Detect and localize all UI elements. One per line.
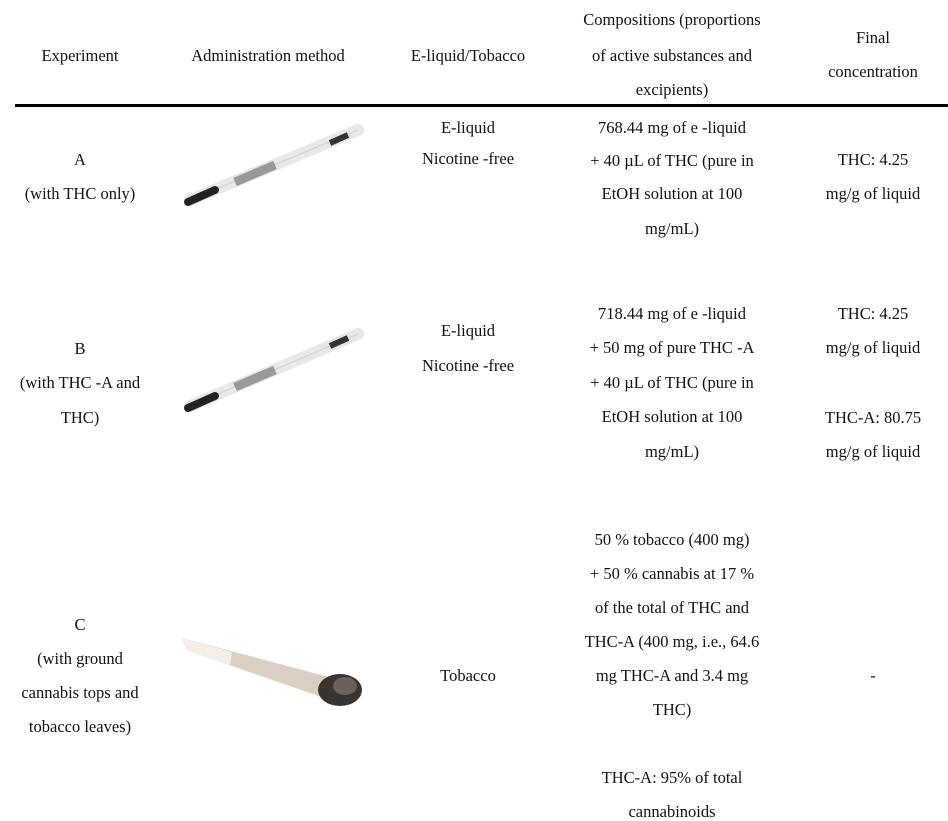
table-cell: mg/g of liquid — [825, 337, 921, 357]
e-cigarette-a — [184, 124, 364, 206]
table-cell: THC) — [652, 699, 692, 719]
table-cell: E-liquid — [440, 117, 496, 137]
table-cell: mg/g of liquid — [825, 183, 921, 203]
table-cell: E-liquid — [440, 320, 496, 340]
table-cell: THC-A (400 mg, i.e., 64.6 — [584, 631, 760, 651]
header-cell: E-liquid/Tobacco — [410, 45, 526, 65]
table-cell: THC-A: 80.75 — [824, 407, 922, 427]
table-cell: A — [74, 149, 86, 169]
table-cell: - — [870, 665, 876, 685]
header-cell: concentration — [828, 61, 918, 81]
table-cell: Tobacco — [440, 665, 496, 685]
table-cell: tobacco leaves) — [28, 716, 132, 736]
table-cell: (with ground — [37, 648, 123, 668]
header-cell: Compositions (proportions — [583, 9, 761, 29]
table-cell: 718.44 mg of e -liquid — [597, 303, 747, 323]
header-cell: Final — [856, 27, 890, 47]
table-cell: cannabis tops and — [21, 682, 139, 702]
table-cell: Nicotine -free — [421, 355, 515, 375]
table-cell: Nicotine -free — [421, 148, 515, 168]
e-cigarette-b — [184, 328, 364, 412]
table-cell: EtOH solution at 100 — [601, 183, 743, 203]
table-cell: THC: 4.25 — [837, 303, 909, 323]
table-cell: + 50 mg of pure THC -A — [589, 337, 755, 357]
table-cell: mg/mL) — [644, 218, 700, 238]
table-cell: + 40 µL of THC (pure in — [590, 372, 754, 392]
table-cell: 768.44 mg of e -liquid — [597, 117, 747, 137]
table-cell: EtOH solution at 100 — [601, 406, 743, 426]
table-cell: of the total of THC and — [594, 597, 750, 617]
table-cell: C — [74, 614, 86, 634]
header-cell: excipients) — [635, 79, 709, 99]
table-cell: mg/mL) — [644, 441, 700, 461]
table-cell: THC: 4.25 — [837, 149, 909, 169]
table-cell: + 40 µL of THC (pure in — [590, 150, 754, 170]
table-cell: + 50 % cannabis at 17 % — [589, 563, 755, 583]
table-cell: (with THC only) — [24, 183, 136, 203]
table-cell: (with THC -A and — [19, 372, 141, 392]
table-cell: THC-A: 95% of total — [601, 767, 743, 787]
table-cell: mg THC-A and 3.4 mg — [595, 665, 749, 685]
joint — [182, 638, 362, 706]
table-cell: mg/g of liquid — [825, 441, 921, 461]
table-cell: B — [74, 338, 86, 358]
table-cell: THC) — [60, 407, 100, 427]
table-cell: cannabinoids — [628, 801, 716, 821]
header-cell: of active substances and — [592, 45, 752, 65]
header-cell: Experiment — [41, 45, 119, 65]
header-rule — [15, 104, 948, 107]
header-cell: Administration method — [191, 45, 345, 65]
table-cell: 50 % tobacco (400 mg) — [594, 529, 750, 549]
